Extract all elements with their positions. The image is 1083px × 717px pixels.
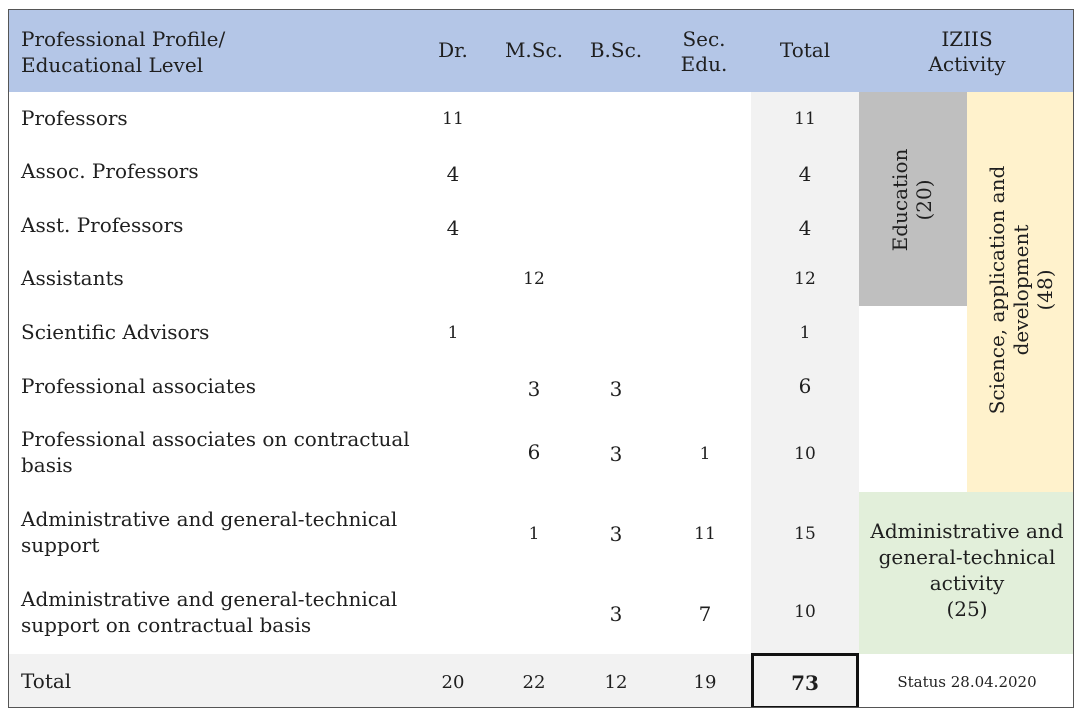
cell-bsc: 3 — [609, 522, 623, 546]
row-label-line1: Administrative and general-technical — [21, 587, 398, 611]
science-label-line2: development — [1009, 224, 1033, 356]
header-bsc: B.Sc. — [589, 38, 643, 62]
cell-bsc: 3 — [609, 602, 623, 626]
row-label-line1: Administrative and general-technical — [21, 507, 398, 531]
education-block — [859, 92, 967, 306]
cell-total: 12 — [794, 269, 816, 289]
row-label: Assoc. Professors — [21, 159, 199, 183]
header-sec-line2: Edu. — [680, 52, 728, 76]
row-label-line2: support — [21, 533, 100, 557]
row-label: Assistants — [21, 266, 124, 290]
grand-total: 73 — [791, 671, 819, 695]
header-sec-line1: Sec. — [682, 27, 726, 51]
header-msc: M.Sc. — [504, 38, 564, 62]
admin-activity-line1: Administrative and — [870, 519, 1064, 543]
cell-dr: 4 — [446, 162, 460, 186]
totals-dr: 20 — [441, 672, 465, 693]
education-label: Education (20) — [877, 110, 947, 290]
header-profile-label-line1: Professional Profile/ — [21, 27, 226, 51]
grand-total-cell — [751, 653, 859, 707]
total-column-bg — [751, 92, 859, 654]
totals-label: Total — [21, 669, 72, 693]
cell-total: 1 — [799, 323, 811, 343]
cell-bsc: 3 — [609, 442, 623, 466]
row-label: Asst. Professors — [21, 213, 184, 237]
education-label-line2: (20) — [912, 179, 936, 221]
admin-activity-line2: general-technical — [878, 545, 1056, 569]
cell-total: 4 — [798, 216, 812, 240]
header-dr: Dr. — [438, 38, 468, 62]
cell-dr: 11 — [442, 109, 464, 129]
cell-msc: 12 — [523, 269, 545, 289]
header-activity-line1: IZIIS — [941, 27, 993, 51]
cell-sec: 7 — [698, 602, 712, 626]
admin-activity-line4: (25) — [946, 597, 988, 621]
header-activity-line2: Activity — [928, 52, 1006, 76]
cell-total: 10 — [794, 444, 816, 464]
row-label-line1: Professional associates on contractual — [21, 427, 410, 451]
row-label: Professors — [21, 106, 128, 130]
admin-activity-label: Administrative and general-technical act… — [859, 518, 1073, 622]
cell-dr: 4 — [446, 216, 460, 240]
cell-sec: 11 — [694, 524, 716, 544]
header-total: Total — [779, 38, 831, 62]
cell-sec: 1 — [699, 444, 711, 464]
cell-total: 4 — [798, 162, 812, 186]
row-label: Professional associates — [21, 374, 256, 398]
header-row — [9, 10, 1073, 92]
science-block — [967, 92, 1073, 492]
cell-msc: 3 — [527, 377, 541, 401]
admin-activity-line3: activity — [929, 571, 1005, 595]
cell-total: 6 — [798, 374, 812, 398]
row-label-line2: support on contractual basis — [21, 613, 312, 637]
cell-msc: 1 — [528, 524, 540, 544]
science-label: Science, application and development (48… — [977, 110, 1065, 470]
totals-row — [9, 654, 859, 707]
science-label-line3: (48) — [1033, 269, 1057, 311]
admin-activity-block — [859, 492, 1073, 654]
cell-total: 10 — [794, 602, 816, 622]
row-label-line2: basis — [21, 453, 73, 477]
cell-bsc: 3 — [609, 377, 623, 401]
header-profile-label-line2: Educational Level — [21, 53, 204, 77]
totals-sec: 19 — [693, 672, 717, 693]
status-date: Status 28.04.2020 — [897, 673, 1037, 691]
science-label-line1: Science, application and — [985, 165, 1009, 415]
cell-total: 11 — [794, 109, 816, 129]
totals-bsc: 12 — [604, 672, 628, 693]
cell-msc: 6 — [527, 440, 541, 464]
cell-dr: 1 — [447, 323, 459, 343]
row-label: Scientific Advisors — [21, 320, 210, 344]
totals-msc: 22 — [522, 672, 546, 693]
cell-total: 15 — [794, 524, 816, 544]
staff-structure-table: Professional Profile/ Educational Level … — [8, 9, 1074, 708]
education-label-line1: Education — [888, 148, 912, 252]
